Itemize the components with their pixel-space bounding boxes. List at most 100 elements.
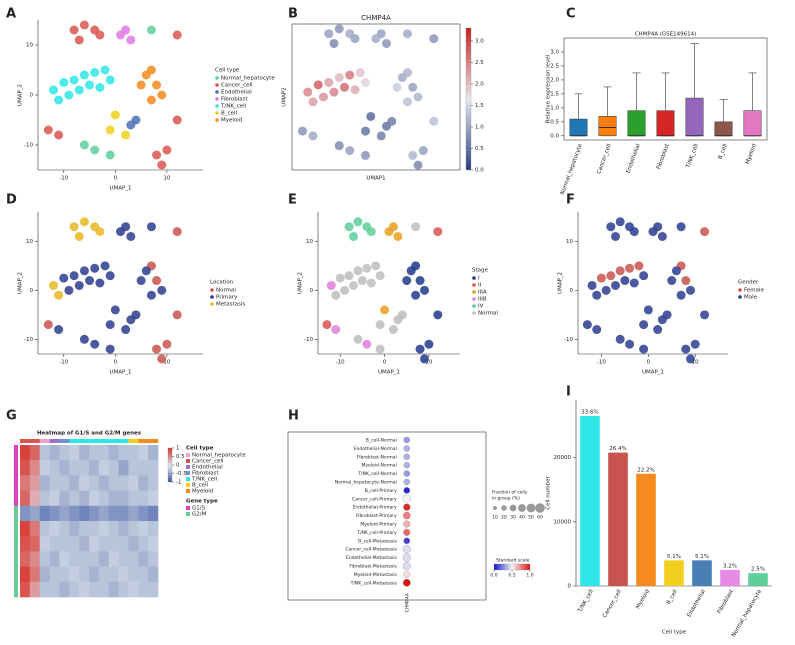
cell-point: [424, 339, 434, 349]
cell-point: [64, 90, 74, 100]
legend-label: Female: [744, 288, 765, 294]
heatmap-cell: [118, 551, 129, 567]
column-annotation: [128, 439, 139, 443]
legend-label: G2/M: [192, 512, 207, 518]
heatmap-cell: [20, 551, 31, 567]
cell-point: [157, 354, 167, 364]
row-label: T/NK_cell-Primary: [356, 530, 397, 536]
cell-point: [408, 150, 418, 160]
cell-point: [357, 276, 367, 286]
legend-swatch: [186, 506, 190, 510]
legend-marker: [472, 290, 476, 294]
cell-point: [587, 280, 597, 290]
cell-point: [700, 227, 710, 237]
cell-point: [319, 92, 328, 102]
cell-point: [429, 116, 439, 126]
legend-marker: [210, 302, 214, 306]
cell-point: [54, 290, 64, 300]
x-tick-label: Endothelial: [626, 143, 642, 174]
cell-point: [131, 115, 141, 125]
cell-point: [611, 280, 620, 290]
legend-label: Endothelial: [221, 90, 252, 96]
legend-label: IIIB: [478, 297, 487, 303]
box: [685, 97, 704, 137]
heatmap-cell: [98, 475, 110, 491]
heatmap-cell: [98, 445, 110, 461]
legend-title: Gender: [738, 280, 759, 286]
dot: [402, 561, 411, 571]
cell-point: [676, 222, 686, 232]
cell-point: [371, 261, 381, 271]
legend-marker: [215, 76, 219, 80]
cell-point: [349, 231, 358, 241]
cell-point: [95, 227, 105, 237]
x-axis-label: Cell type: [662, 630, 687, 636]
y-axis-label: Cell number: [546, 476, 552, 510]
column-annotation: [69, 439, 80, 443]
heatmap-cell: [29, 475, 41, 491]
cell-point: [335, 273, 345, 283]
y-tick-label: 0.0: [550, 133, 559, 139]
cell-point: [371, 34, 381, 44]
cell-point: [667, 276, 677, 286]
cell-point: [110, 110, 120, 120]
heatmap-cell: [89, 475, 100, 491]
heatmap-cell: [148, 521, 159, 537]
cell-point: [402, 276, 412, 286]
cell-point: [152, 80, 162, 90]
legend-marker: [472, 276, 476, 280]
heatmap-cell: [29, 566, 41, 583]
legend-title: Gene type: [186, 499, 218, 505]
bar-label: 3.2%: [723, 563, 737, 569]
cell-point: [48, 280, 58, 290]
dot: [403, 453, 411, 461]
row-label: Myeloid-Primary: [360, 522, 397, 528]
cell-point: [324, 29, 334, 39]
cell-point: [344, 271, 354, 281]
heatmap-cell: [118, 475, 129, 491]
bar-label: 26.4%: [609, 446, 626, 452]
legend-label: IV: [478, 304, 484, 310]
cell-point: [69, 271, 79, 281]
cell-point: [681, 344, 691, 354]
plot-frame: [563, 37, 768, 141]
cell-point: [85, 80, 95, 90]
legend-marker: [215, 97, 219, 101]
cell-point: [344, 222, 354, 232]
legend-title: Location: [210, 280, 234, 286]
panel-label: C: [566, 7, 576, 22]
cell-point: [662, 310, 672, 320]
cell-point: [308, 97, 318, 107]
heatmap-cell: [59, 536, 70, 552]
heatmap-cell: [108, 475, 119, 491]
cell-point: [418, 146, 428, 156]
cell-point: [387, 116, 397, 126]
heatmap-cell: [108, 581, 119, 598]
chart-title: CHMP4A (GSE149614): [635, 32, 697, 38]
heatmap-cell: [128, 551, 139, 567]
cell-point: [157, 90, 167, 100]
x-tick-label: -10: [597, 360, 606, 366]
legend-label: IIIA: [478, 290, 487, 296]
heatmap-cell: [20, 566, 31, 583]
heatmap-cell: [39, 536, 50, 552]
cell-point: [69, 25, 79, 35]
size-legend-label: 60: [537, 515, 543, 521]
heatmap-cell: [59, 460, 70, 476]
size-legend-dot: [526, 503, 536, 513]
heatmap-cell: [69, 490, 80, 507]
heatmap-cell: [89, 445, 100, 461]
cell-point: [413, 92, 423, 102]
size-legend-dot: [493, 506, 497, 510]
heatmap-cell: [39, 505, 50, 522]
heatmap-cell: [138, 505, 149, 522]
heatmap-cell: [98, 581, 110, 598]
cell-point: [85, 276, 95, 286]
y-tick-label: 1.0: [550, 105, 559, 111]
box: [743, 110, 762, 137]
heatmap-cell: [20, 475, 31, 491]
row-label: Fibroblast-Primary: [356, 513, 397, 519]
cell-point: [582, 320, 592, 330]
heatmap-cell: [69, 551, 80, 567]
chart-title: Heatmap of G1/S and G2/M genes: [37, 431, 142, 437]
